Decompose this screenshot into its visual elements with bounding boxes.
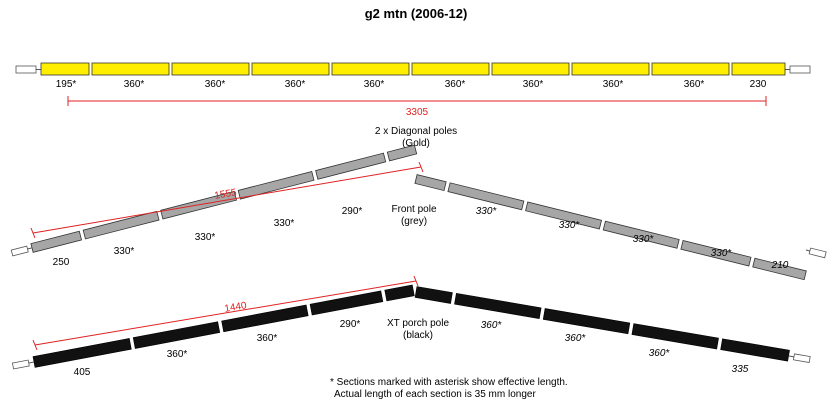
porch-left-section-1 [32, 338, 132, 368]
front-left-label-5: 290* [342, 206, 363, 217]
front-pole-label: Front pole [391, 204, 436, 215]
front-dimension-line [30, 161, 424, 239]
diagonal-section-1-label: 195* [56, 79, 77, 90]
front-left-label-3: 330* [195, 232, 216, 243]
diagonal-left-tip [15, 65, 41, 74]
porch-left-section-5 [384, 284, 415, 302]
front-right-section-2 [447, 182, 525, 211]
diagram-title: g2 mtn (2006-12) [365, 6, 468, 21]
porch-pole-color-label: (black) [403, 330, 433, 341]
front-left-section-2 [82, 210, 160, 240]
front-pole-color-label: (grey) [401, 216, 427, 227]
porch-pole: 1440 405 360* 360* 290* 360* 360* 360* 3… [11, 275, 811, 378]
porch-left-label-2: 360* [167, 349, 188, 360]
porch-left-label-3: 360* [257, 333, 278, 344]
porch-half-length: 1440 [224, 300, 248, 315]
porch-left-label-4: 290* [340, 319, 361, 330]
porch-right-label-3: 360* [649, 348, 671, 359]
diagonal-section-10-label: 230 [750, 79, 767, 90]
porch-left-label-1: 405 [74, 367, 91, 378]
porch-right-section-3 [542, 308, 631, 335]
porch-left-section-2 [132, 321, 221, 349]
diagonal-section-9-label: 360* [684, 79, 705, 90]
porch-right-section-5 [720, 338, 790, 362]
front-right-section-5 [680, 239, 752, 267]
diagonal-section-8-label: 360* [603, 79, 624, 90]
diagonal-section-5 [331, 62, 410, 76]
diagonal-section-3 [171, 62, 250, 76]
porch-right-section-1 [414, 286, 453, 304]
footnote-line-1: * Sections marked with asterisk show eff… [330, 377, 568, 388]
diagonal-section-7 [491, 62, 570, 76]
front-right-label-1: 330* [476, 206, 498, 217]
front-left-tip [10, 245, 32, 257]
front-right-label-3: 330* [633, 234, 655, 245]
porch-right-label-4: 335 [732, 364, 749, 375]
diagonal-section-4-label: 360* [285, 79, 306, 90]
diagonal-section-2-label: 360* [124, 79, 145, 90]
front-right-section-3 [525, 201, 603, 230]
porch-right-section-4 [631, 323, 719, 350]
diagonal-section-4 [251, 62, 330, 76]
front-right-label-2: 330* [559, 220, 581, 231]
front-right-section-4 [602, 220, 680, 249]
porch-right-label-1: 360* [481, 320, 503, 331]
front-right-section-6 [752, 257, 807, 281]
porch-left-section-3 [221, 304, 309, 333]
front-left-section-6 [386, 144, 418, 162]
porch-pole-right-half [414, 286, 790, 362]
front-right-section-1 [414, 174, 447, 192]
diagonal-pole: 195* 360* 360* 360* 360* 360* 360* 360* … [15, 62, 811, 149]
front-half-length: 1555 [214, 187, 238, 202]
diagonal-section-8 [571, 62, 650, 76]
porch-left-tip [11, 359, 34, 370]
diagonal-section-7-label: 360* [523, 79, 544, 90]
porch-right-section-2 [454, 292, 542, 319]
front-pole: 1555 250 330* 330* 330* 290* 330* 330* 3… [10, 144, 827, 281]
diagonal-section-2 [91, 62, 170, 76]
diagonal-section-1 [40, 62, 90, 76]
diagonal-section-10 [731, 62, 786, 76]
front-right-label-4: 330* [711, 248, 733, 259]
front-left-label-4: 330* [274, 218, 295, 229]
diagonal-pole-label: 2 x Diagonal poles [375, 126, 457, 137]
front-left-label-2: 330* [114, 246, 135, 257]
diagonal-section-6 [411, 62, 490, 76]
front-right-tip [805, 247, 827, 259]
diagonal-pole-color-label: (Gold) [402, 138, 430, 149]
diagonal-right-tip [785, 65, 811, 74]
footnote-line-2: Actual length of each section is 35 mm l… [334, 389, 536, 400]
front-left-label-1: 250 [53, 257, 70, 268]
front-left-section-1 [30, 230, 83, 253]
porch-right-tip [788, 353, 811, 363]
porch-right-label-2: 360* [565, 333, 587, 344]
diagonal-section-3-label: 360* [205, 79, 226, 90]
diagonal-section-5-label: 360* [364, 79, 385, 90]
porch-pole-label: XT porch pole [387, 318, 450, 329]
porch-pole-left-half [32, 284, 415, 368]
diagonal-section-9 [651, 62, 730, 76]
porch-dimension-line [32, 275, 419, 351]
front-right-label-5: 210 [771, 260, 789, 271]
porch-left-section-4 [309, 290, 384, 316]
diagonal-section-6-label: 360* [445, 79, 466, 90]
front-left-section-4 [237, 171, 315, 200]
front-left-section-5 [315, 152, 387, 180]
diagonal-dimension-line [67, 96, 767, 106]
front-pole-right-half [414, 174, 807, 281]
diagonal-total-length: 3305 [406, 107, 429, 118]
